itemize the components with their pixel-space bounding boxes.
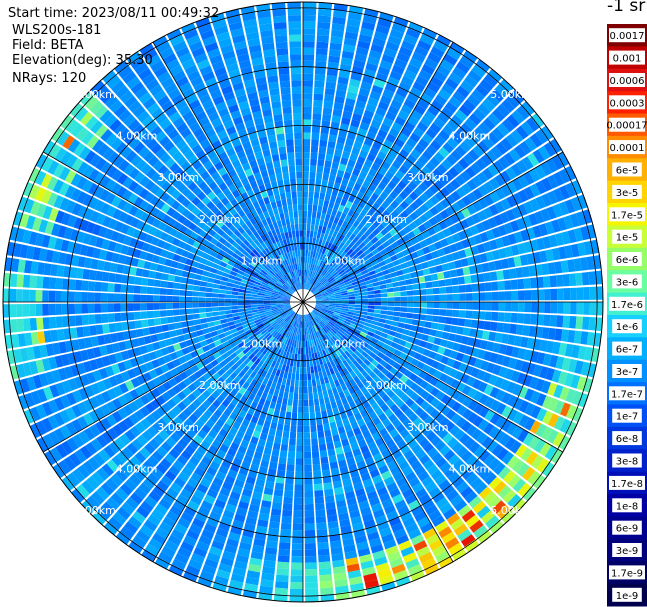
ring-label: 4.00km: [116, 462, 158, 475]
ring-label: 2.00km: [199, 379, 241, 392]
ring-label: 3.00km: [407, 171, 449, 184]
ring-label: 4.00km: [449, 462, 491, 475]
ring-label: 2.00km: [365, 379, 407, 392]
ring-label: 5.00km: [74, 88, 116, 101]
instrument-label: WLS200s-181: [12, 23, 102, 38]
ring-label: 3.00km: [407, 421, 449, 434]
ring-label: 5.00km: [490, 504, 532, 517]
ppi-grid: [2, 1, 604, 603]
field-label: Field: BETA: [12, 38, 84, 53]
ring-label: 1.00km: [324, 338, 366, 351]
ring-label: 2.00km: [199, 213, 241, 226]
ring-label: 5.00km: [490, 88, 532, 101]
ring-label: 4.00km: [449, 130, 491, 143]
elevation-label: Elevation(deg): 35.30: [12, 53, 153, 68]
colorbar-title: -1 sr: [607, 0, 646, 16]
ring-label: 3.00km: [157, 171, 199, 184]
ring-label: 1.00km: [241, 254, 283, 267]
ring-label: 1.00km: [324, 254, 366, 267]
ring-label: 1.00km: [241, 338, 283, 351]
ring-label: 4.00km: [116, 130, 158, 143]
ring-label: 3.00km: [157, 421, 199, 434]
ring-label: 2.00km: [365, 213, 407, 226]
start-time-label: Start time: 2023/08/11 00:49:32: [8, 6, 220, 21]
ppi-rays: [3, 2, 603, 602]
ring-label: 5.00km: [74, 504, 116, 517]
nrays-label: NRays: 120: [12, 71, 87, 86]
ring-labels: 1.00km 1.00km 1.00km 1.00km 2.00km 2.00km 2.00…: [74, 88, 532, 517]
